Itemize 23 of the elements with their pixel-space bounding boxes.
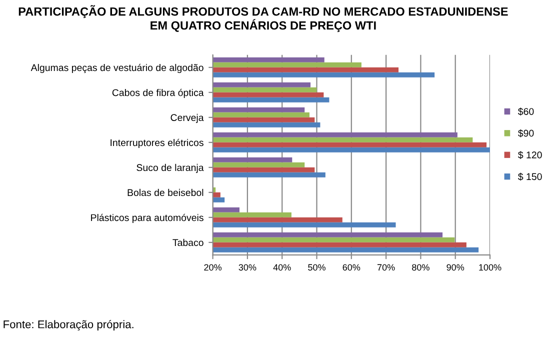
x-tick-label: 80% bbox=[412, 264, 430, 271]
x-tick-label: 20% bbox=[204, 264, 222, 271]
legend-label: $ 120 bbox=[518, 151, 542, 159]
y-tick-label: Tabaco bbox=[172, 238, 204, 246]
y-tick-label: Algumas peças de vestuário de algodão bbox=[30, 64, 204, 74]
y-tick-label: Bolas de beisebol bbox=[128, 188, 204, 196]
x-tick-label: 100% bbox=[479, 264, 502, 271]
legend-label: $60 bbox=[518, 108, 534, 116]
legend-label: $90 bbox=[518, 129, 534, 138]
y-tick-label: Cerveja bbox=[170, 114, 204, 123]
x-tick-label: 40% bbox=[273, 264, 291, 271]
y-tick-label: Suco de laranja bbox=[136, 164, 204, 173]
x-tick-label: 90% bbox=[446, 264, 464, 271]
x-tick-label: 50% bbox=[308, 264, 326, 271]
x-tick-label: 70% bbox=[377, 264, 395, 271]
y-tick-label: Interruptores elétricos bbox=[110, 138, 204, 148]
legend-label: $ 150 bbox=[518, 172, 542, 181]
x-tick-label: 60% bbox=[342, 264, 360, 271]
x-tick-label: 30% bbox=[238, 264, 256, 271]
source-note: Fonte: Elaboração própria. bbox=[4, 320, 134, 331]
chart-title: PARTICIPAÇÃO DE ALGUNS PRODUTOS DA CAM-RD NO MERCADO ESTADUNIDENSE EM QUATRO CENÁRIOS DE PREÇO WTI bbox=[18, 5, 508, 32]
y-tick-label: Cabos de fibra óptica bbox=[112, 88, 204, 98]
y-tick-label: Plásticos para automóveis bbox=[91, 214, 204, 224]
